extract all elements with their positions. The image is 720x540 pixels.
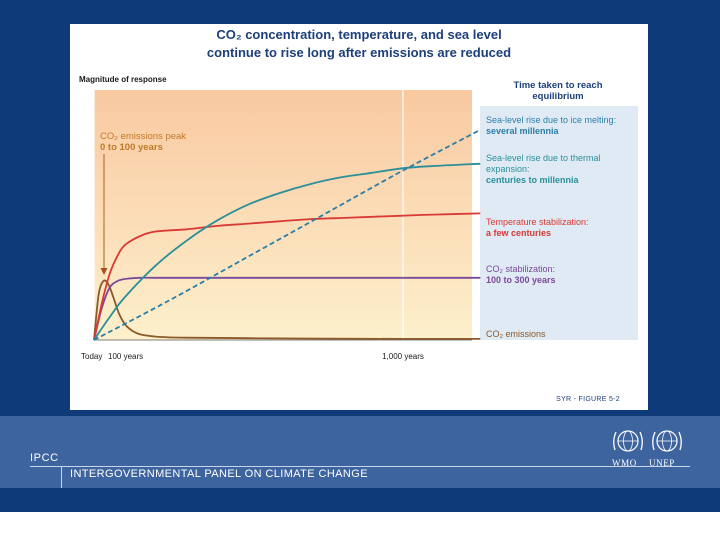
y-axis-label: Magnitude of response bbox=[79, 75, 167, 84]
footer-band bbox=[0, 416, 720, 488]
ipcc-logo-text: IPCC bbox=[30, 452, 59, 464]
legend-heading-line1: Time taken to reach bbox=[513, 80, 602, 91]
legend-label-temperature: Temperature stabilization: bbox=[486, 217, 589, 227]
footer-rule-vertical bbox=[61, 466, 62, 488]
series-line-emissions bbox=[93, 279, 481, 341]
unep-emblem-icon bbox=[652, 430, 682, 452]
wmo-emblem-icon bbox=[613, 430, 643, 452]
legend-label-ice: Sea-level rise due to ice melting: bbox=[486, 115, 616, 125]
unep-label: UNEP bbox=[649, 458, 675, 468]
x-tick-1000-years: 1,000 years bbox=[382, 352, 424, 361]
annotation-line2: 0 to 100 years bbox=[100, 142, 163, 153]
organization-name: INTERGOVERNMENTAL PANEL ON CLIMATE CHANG… bbox=[70, 468, 368, 480]
legend-heading-line2: equilibrium bbox=[532, 91, 583, 102]
legend-panel bbox=[480, 106, 638, 340]
chart: CO₂ concentration, temperature, and sea … bbox=[79, 27, 638, 361]
footer-rule-horizontal bbox=[30, 466, 690, 467]
legend-detail-temperature: a few centuries bbox=[486, 228, 551, 238]
series-line-ice bbox=[93, 129, 481, 341]
legend-label-co2_conc: CO₂ stabilization: bbox=[486, 264, 555, 274]
figure-reference: SYR - FIGURE 5-2 bbox=[556, 396, 620, 403]
figure-panel: CO₂ concentration, temperature, and sea … bbox=[70, 24, 648, 410]
legend-label-emissions: CO₂ emissions bbox=[486, 329, 546, 339]
series-line-co2_conc bbox=[93, 276, 481, 341]
chart-title-line1: CO₂ concentration, temperature, and sea … bbox=[216, 27, 501, 42]
legend-label-thermal-line1: Sea-level rise due to thermal bbox=[486, 153, 601, 163]
x-tick-today: Today bbox=[81, 352, 102, 361]
legend-detail-ice: several millennia bbox=[486, 126, 560, 136]
chart-title-line2: continue to rise long after emissions ar… bbox=[207, 45, 511, 60]
legend-detail-thermal: centuries to millennia bbox=[486, 175, 580, 185]
legend-detail-co2_conc: 100 to 300 years bbox=[486, 275, 556, 285]
annotation-arrow-head bbox=[100, 268, 108, 275]
wmo-label: WMO bbox=[612, 458, 637, 468]
annotation-line1: CO₂ emissions peak bbox=[100, 131, 186, 142]
series-line-thermal bbox=[93, 162, 481, 341]
series-layer bbox=[93, 129, 481, 341]
legend-label-thermal-line2: expansion: bbox=[486, 164, 530, 174]
x-tick-100-years: 100 years bbox=[108, 352, 143, 361]
series-line-temperature bbox=[93, 212, 481, 341]
legend-layer: Sea-level rise due to ice melting:severa… bbox=[486, 115, 616, 339]
